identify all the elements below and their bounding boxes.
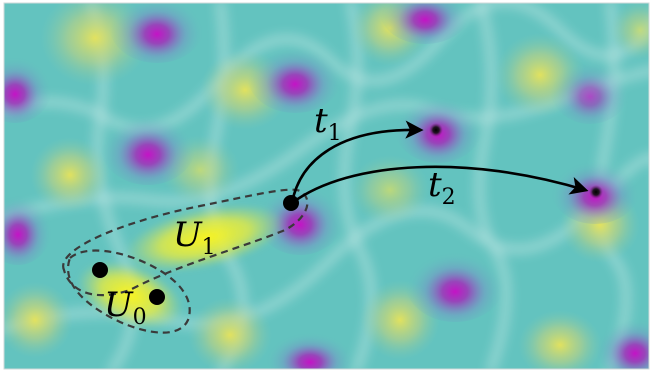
target-point-t2 (589, 185, 603, 199)
transition-arrow-t2 (291, 165, 589, 205)
label-t1: t1 (314, 101, 342, 146)
label-t2: t2 (428, 165, 456, 210)
label-u1: U1 (173, 215, 216, 260)
plot-frame (3, 2, 650, 370)
state-point-u0-a (92, 262, 108, 278)
label-u0: U0 (104, 285, 147, 330)
state-point-u0-b (149, 289, 165, 305)
target-point-t1 (429, 123, 443, 137)
region-u1-outline (62, 188, 309, 297)
state-point-source (283, 195, 299, 211)
transition-arrow-t1 (290, 120, 424, 204)
region-u0-outline (67, 249, 191, 334)
